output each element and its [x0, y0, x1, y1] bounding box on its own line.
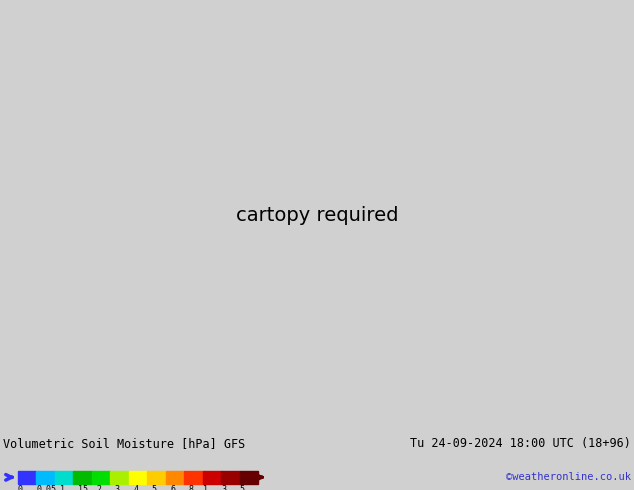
Text: .4: .4 — [129, 486, 139, 490]
Text: Tu 24-09-2024 18:00 UTC (18+96): Tu 24-09-2024 18:00 UTC (18+96) — [410, 437, 631, 450]
Text: 5: 5 — [240, 486, 245, 490]
Bar — [74, 471, 92, 484]
Text: .5: .5 — [147, 486, 157, 490]
Text: 1: 1 — [203, 486, 207, 490]
Bar — [129, 471, 147, 484]
Bar — [221, 471, 240, 484]
Bar — [240, 471, 258, 484]
Bar — [184, 471, 203, 484]
Text: Volumetric Soil Moisture [hPa] GFS: Volumetric Soil Moisture [hPa] GFS — [3, 437, 245, 450]
Text: ©weatheronline.co.uk: ©weatheronline.co.uk — [506, 472, 631, 482]
Bar — [203, 471, 221, 484]
Bar — [37, 471, 55, 484]
Bar — [147, 471, 165, 484]
Text: .6: .6 — [165, 486, 176, 490]
Bar — [18, 471, 37, 484]
Text: cartopy required: cartopy required — [236, 206, 398, 225]
Text: .1: .1 — [55, 486, 65, 490]
Text: 0: 0 — [18, 486, 23, 490]
Bar — [165, 471, 184, 484]
Text: .3: .3 — [110, 486, 120, 490]
Text: .15: .15 — [74, 486, 88, 490]
Bar — [92, 471, 110, 484]
Text: 0.05: 0.05 — [37, 486, 56, 490]
Text: 3: 3 — [221, 486, 226, 490]
Text: .8: .8 — [184, 486, 194, 490]
Bar — [55, 471, 74, 484]
Bar — [110, 471, 129, 484]
Text: .2: .2 — [92, 486, 102, 490]
